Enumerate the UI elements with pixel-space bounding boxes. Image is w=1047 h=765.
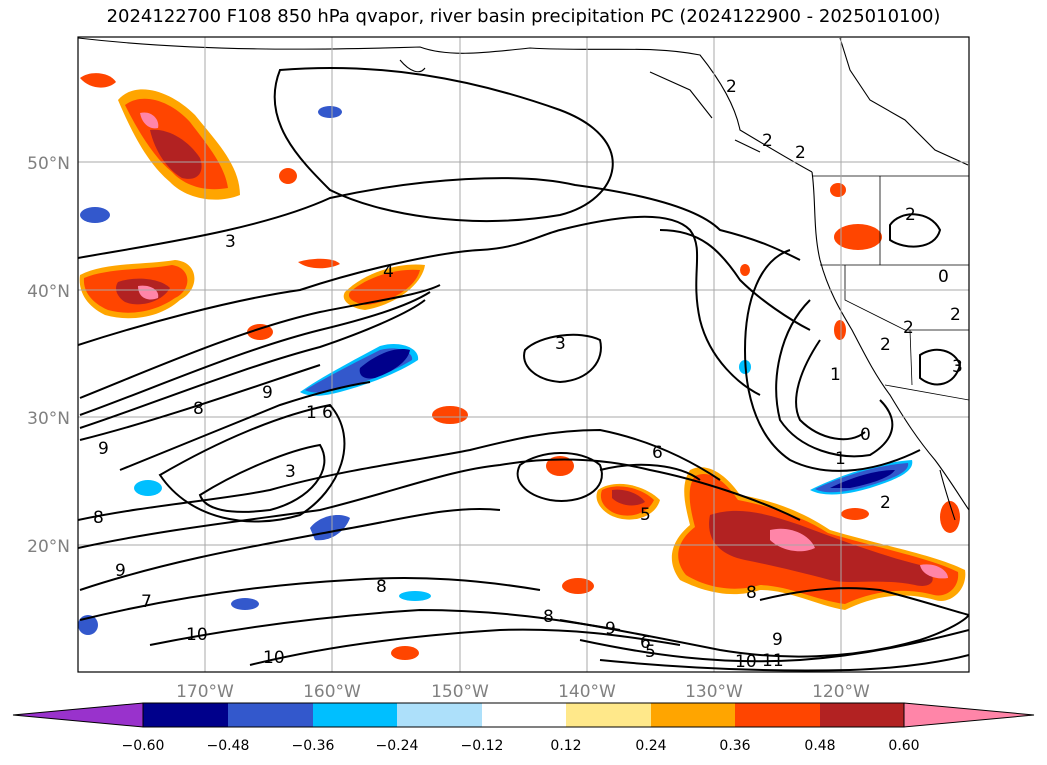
- contour-label: 8: [376, 577, 387, 597]
- colorbar-segment: [482, 703, 566, 727]
- lat-label: 40°N: [27, 282, 70, 302]
- colorbar-tick-label: −0.24: [376, 738, 419, 754]
- colorbar: −0.60 −0.48 −0.36 −0.24 −0.12 0.12 0.24 …: [12, 702, 1035, 754]
- contour-label: 11: [762, 651, 784, 671]
- latitude-labels: 50°N 40°N 30°N 20°N: [27, 154, 70, 557]
- contour-label: 3: [555, 334, 566, 354]
- contour-label: 2: [726, 77, 737, 97]
- contour-label: 6: [652, 443, 663, 463]
- lon-label: 170°W: [176, 682, 234, 702]
- positive-precip-shading: [79, 73, 966, 660]
- contour-label: 6: [640, 633, 651, 653]
- colorbar-tick-label: 0.60: [888, 738, 919, 754]
- colorbar-segment: [397, 703, 482, 727]
- colorbar-segment: [228, 703, 313, 727]
- contour-label: 6: [322, 403, 333, 423]
- contour-label: 5: [645, 642, 656, 662]
- contour-label: 9: [772, 630, 783, 650]
- lon-label: 120°W: [812, 682, 870, 702]
- lon-label: 130°W: [685, 682, 743, 702]
- colorbar-extend-high: [903, 702, 1035, 728]
- colorbar-segment: [651, 703, 735, 727]
- contour-label: 4: [383, 262, 394, 282]
- contour-label: 8: [93, 508, 104, 528]
- contour-label: 9: [98, 439, 109, 459]
- lon-label: 140°W: [558, 682, 616, 702]
- contour-label: 1: [306, 403, 317, 423]
- contour-label: 5: [640, 505, 651, 525]
- map-frame: [77, 36, 970, 673]
- contour-label: 2: [880, 493, 891, 513]
- contour-label: 2: [880, 335, 891, 355]
- colorbar-frame: [142, 702, 905, 728]
- colorbar-tick-label: 0.48: [804, 738, 835, 754]
- contour-label: 8: [746, 583, 757, 603]
- contour-label: 8: [193, 399, 204, 419]
- contour-label: 9: [115, 561, 126, 581]
- contour-label: 10: [735, 652, 757, 672]
- longitude-labels: 170°W 160°W 150°W 140°W 130°W 120°W: [176, 682, 870, 702]
- contour-label: 2: [762, 131, 773, 151]
- contour-label: 10: [263, 648, 285, 668]
- colorbar-tick-label: −0.60: [122, 738, 165, 754]
- lat-label: 20°N: [27, 537, 70, 557]
- lat-label: 30°N: [27, 409, 70, 429]
- contour-label: 2: [950, 305, 961, 325]
- coastlines: [78, 37, 969, 521]
- colorbar-segment: [735, 703, 820, 727]
- contour-label: 2: [905, 205, 916, 225]
- lon-label: 150°W: [431, 682, 489, 702]
- colorbar-tick-label: 0.12: [550, 738, 581, 754]
- contour-labels: 2 2 2 3 4 9 8 6 1 3 9 8 9 7 8 10 10 3 5 …: [93, 77, 963, 672]
- colorbar-tick-label: 0.36: [719, 738, 750, 754]
- colorbar-segment: [143, 703, 228, 727]
- colorbar-segment: [820, 703, 904, 727]
- contour-label: 8: [543, 607, 554, 627]
- contour-label: 0: [938, 267, 949, 287]
- contour-label: 2: [903, 318, 914, 338]
- contour-label: 1: [830, 365, 841, 385]
- state-borders: [812, 175, 969, 401]
- contour-label: 7: [141, 592, 152, 612]
- contour-label: 0: [860, 425, 871, 445]
- contour-label: 9: [605, 619, 616, 639]
- lon-label: 160°W: [303, 682, 361, 702]
- contour-label: 10: [186, 625, 208, 645]
- contour-label: 3: [285, 462, 296, 482]
- colorbar-tick-label: −0.12: [461, 738, 504, 754]
- contour-label: 3: [952, 357, 963, 377]
- colorbar-tick-label: 0.24: [635, 738, 666, 754]
- contour-label: 2: [795, 143, 806, 163]
- contour-label: 9: [262, 383, 273, 403]
- lat-label: 50°N: [27, 154, 70, 174]
- colorbar-segment: [313, 703, 397, 727]
- contour-label: 1: [835, 449, 846, 469]
- contour-label: 3: [225, 232, 236, 252]
- colorbar-segment: [566, 703, 651, 727]
- map-title: 2024122700 F108 850 hPa qvapor, river ba…: [106, 6, 941, 27]
- gridlines: [78, 37, 969, 672]
- colorbar-extend-low: [12, 702, 144, 728]
- map-content: 2 2 2 3 4 9 8 6 1 3 9 8 9 7 8 10 10 3 5 …: [78, 37, 969, 672]
- qvapor-contours: [78, 66, 969, 672]
- colorbar-tick-label: −0.48: [207, 738, 250, 754]
- colorbar-tick-label: −0.36: [292, 738, 335, 754]
